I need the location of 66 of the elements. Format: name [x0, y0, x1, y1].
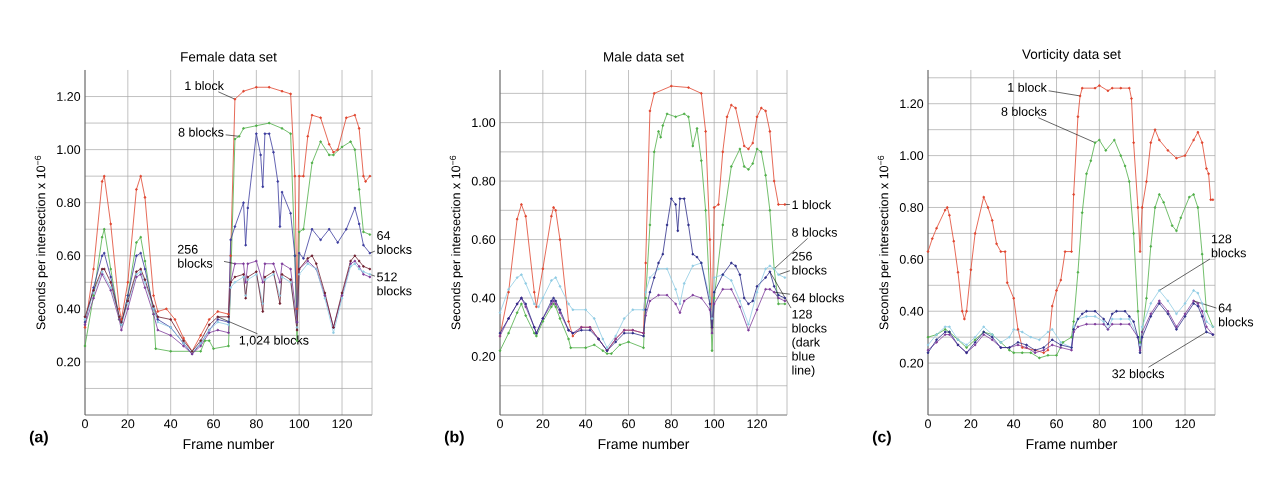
y-tick-label: 0.80	[56, 198, 81, 208]
x-tick-label: 40	[164, 419, 178, 429]
y-tick-label: 0.40	[899, 306, 924, 316]
x-tick-label: 60	[622, 419, 635, 429]
x-tick-label: 100	[704, 419, 725, 429]
x-tick-label: 60	[1050, 419, 1063, 429]
y-tick-label: 0.60	[471, 235, 496, 244]
x-tick-label: 80	[664, 419, 678, 429]
y-tick-label: 1.00	[900, 151, 924, 161]
series-label: 64 blocks	[1218, 303, 1254, 327]
x-tick-label: 0	[497, 419, 503, 429]
text: (c)	[872, 430, 891, 446]
text: 1 block	[1008, 82, 1047, 92]
series-label: 64 blocks	[792, 293, 844, 303]
y-tick-label: 1.00	[472, 118, 496, 128]
y-tick-label: 0.40	[471, 293, 496, 303]
y-tick-label: 0.20	[56, 357, 81, 367]
x-tick-label: 40	[1007, 419, 1021, 429]
series-label: 8 blocks	[178, 127, 224, 137]
series-label: 64 blocks	[377, 231, 412, 254]
series-label: 1,024 blocks	[239, 335, 309, 347]
y-tick-label: 0.20	[899, 358, 924, 368]
x-tick-label: 100	[1132, 419, 1153, 429]
series-label: 256 blocks	[792, 251, 827, 275]
series-label: 128 blocks (dark blue line)	[792, 309, 827, 378]
x-tick-label: 0	[925, 419, 931, 429]
y-tick-label: 1.00	[57, 145, 81, 155]
chart-title: Male data set	[604, 51, 684, 62]
x-tick-label: 120	[747, 419, 767, 429]
x-tick-label: 40	[579, 419, 593, 429]
text: (b)	[444, 430, 464, 446]
series-label: 1 block	[185, 80, 224, 91]
chart-title: Female data set	[181, 51, 277, 62]
y-tick-label: 0.60	[56, 251, 81, 261]
y-tick-label: 1.20	[900, 99, 924, 109]
series-label: 1 block	[792, 199, 832, 210]
series-label: 8 blocks	[792, 227, 837, 237]
x-tick-label: 80	[1092, 419, 1106, 429]
series-label: 256 blocks	[177, 244, 213, 268]
y-tick-label: 1.20	[57, 92, 81, 101]
x-tick-label: 120	[332, 419, 352, 429]
x-tick-label: 20	[964, 419, 978, 429]
text: 8 blocks	[1001, 106, 1047, 116]
text: (a)	[29, 430, 48, 446]
x-axis-title: Frame number	[598, 438, 690, 450]
x-tick-label: 20	[121, 419, 135, 429]
x-tick-label: 120	[1175, 419, 1195, 429]
x-axis-title: Frame number	[1026, 438, 1118, 450]
x-tick-label: 80	[249, 419, 263, 429]
x-axis-title: Frame number	[183, 438, 275, 450]
y-tick-label: 0.80	[899, 203, 924, 212]
y-axis-title: Seconds per intersection x 10$^{−6}$	[34, 155, 48, 330]
series-label: 32 blocks	[1112, 369, 1165, 379]
x-tick-label: 20	[536, 419, 550, 429]
y-tick-label: 0.40	[56, 304, 81, 314]
y-tick-label: 0.80	[471, 176, 496, 186]
x-tick-label: 100	[289, 419, 310, 429]
series-label: 512 blocks	[377, 272, 412, 296]
text: 128 blocks	[1211, 234, 1246, 258]
chart-title: Vorticity data set	[1022, 49, 1121, 62]
y-tick-label: 0.60	[899, 254, 924, 264]
x-tick-label: 60	[207, 419, 220, 429]
y-tick-label: 0.20	[471, 352, 496, 361]
x-tick-label: 0	[82, 419, 88, 429]
y-axis-title: Seconds per intersection x 10$^{−6}$	[877, 155, 891, 330]
y-axis-title: Seconds per intersection x 10$^{−6}$	[449, 155, 463, 330]
